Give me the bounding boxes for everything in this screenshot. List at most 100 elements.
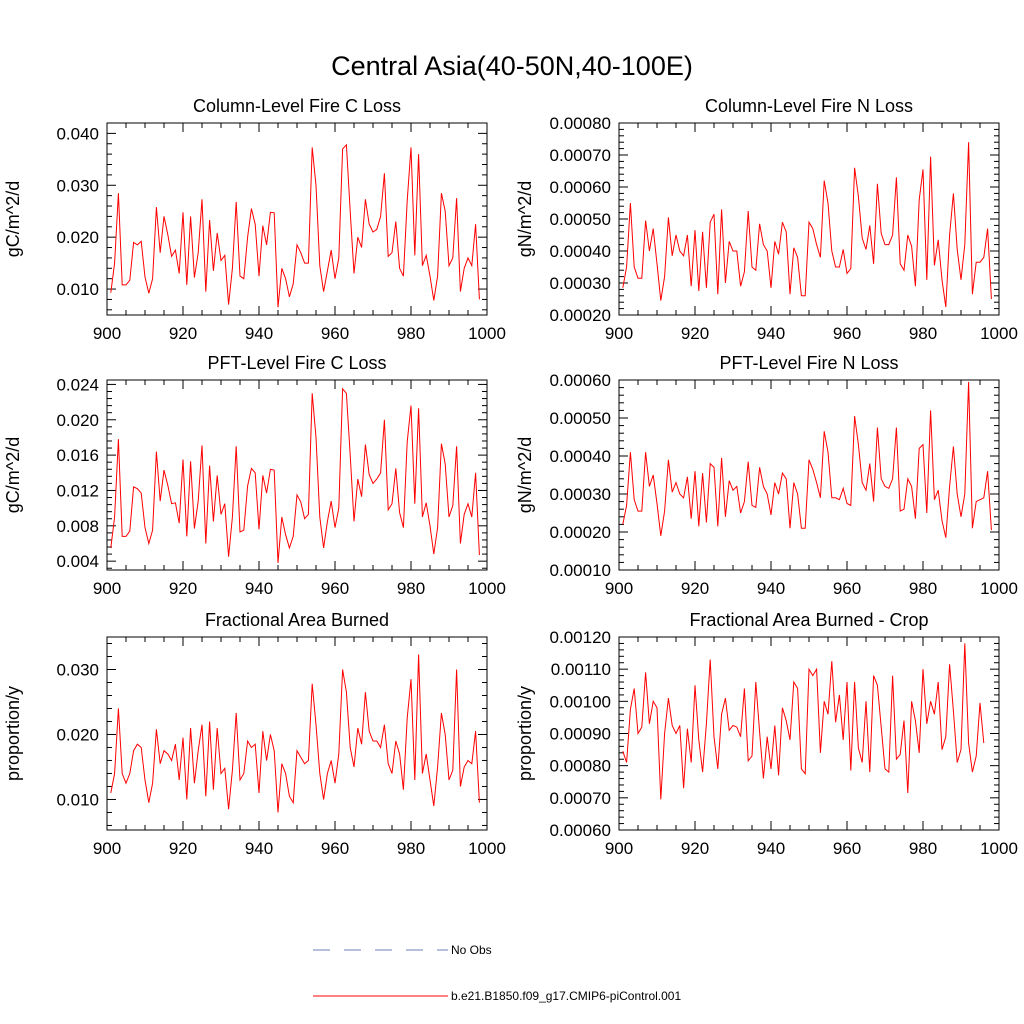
chart-panel-6: 900 920 940 960 980 1000 0.00060 0.00070 0.00080… <box>515 610 1018 858</box>
y-tick-label: 0.012 <box>56 481 99 500</box>
y-tick-label: 0.010 <box>56 790 99 809</box>
y-tick-label: 0.00060 <box>550 371 611 390</box>
plot-frame <box>618 379 1000 571</box>
panel-title: PFT-Level Fire N Loss <box>719 353 898 373</box>
legend: No Obs b.e21.B1850.f09_g17.CMIP6-piContr… <box>313 943 681 1003</box>
panel-title: Fractional Area Burned - Crop <box>689 610 928 630</box>
x-tick-label: 1000 <box>980 324 1018 343</box>
y-tick-label: 0.00090 <box>550 725 611 744</box>
x-tick-label: 940 <box>245 324 273 343</box>
panel-title: Column-Level Fire C Loss <box>193 96 401 116</box>
chart-panel-5: 900 920 940 960 980 1000 0.010 0.020 0.030 Fracti… <box>3 610 506 858</box>
y-tick-label: 0.00050 <box>550 409 611 428</box>
y-tick-label: 0.00100 <box>550 692 611 711</box>
series-line <box>622 142 992 308</box>
legend-label-no-obs: No Obs <box>451 943 492 957</box>
y-tick-label: 0.030 <box>56 660 99 679</box>
y-tick-label: 0.016 <box>56 446 99 465</box>
x-tick-label: 980 <box>397 579 425 598</box>
main-title: Central Asia(40-50N,40-100E) <box>331 51 693 81</box>
series-line <box>110 143 480 308</box>
x-tick-label: 940 <box>757 839 785 858</box>
y-tick-label: 0.00110 <box>551 660 611 679</box>
series-line <box>622 381 992 538</box>
chart-panel-1: 900 920 940 960 980 1000 0.010 0.020 0.030 0.040 C… <box>3 96 506 343</box>
x-tick-label: 1000 <box>468 579 506 598</box>
x-tick-label: 900 <box>605 839 633 858</box>
panel-title: Column-Level Fire N Loss <box>705 96 913 116</box>
y-tick-label: 0.00080 <box>550 757 611 776</box>
x-tick-label: 920 <box>169 324 197 343</box>
y-tick-label: 0.004 <box>56 552 99 571</box>
x-tick-label: 900 <box>93 579 121 598</box>
y-tick-label: 0.00050 <box>550 210 611 229</box>
chart-panel-4: 900 920 940 960 980 1000 0.00010 0.00020 0.00030… <box>515 353 1018 598</box>
y-tick-label: 0.030 <box>56 176 99 195</box>
x-tick-label: 900 <box>93 839 121 858</box>
y-axis-label: proportion/y <box>515 686 535 781</box>
x-tick-label: 920 <box>681 324 709 343</box>
x-tick-label: 960 <box>321 579 349 598</box>
series-line <box>110 387 480 563</box>
x-tick-label: 940 <box>757 324 785 343</box>
y-tick-label: 0.024 <box>56 375 99 394</box>
y-tick-label: 0.00030 <box>550 485 611 504</box>
y-tick-label: 0.020 <box>56 411 99 430</box>
x-tick-label: 960 <box>833 839 861 858</box>
x-tick-label: 900 <box>605 579 633 598</box>
x-tick-label: 960 <box>833 324 861 343</box>
y-tick-label: 0.00030 <box>550 274 611 293</box>
y-tick-label: 0.00070 <box>550 146 611 165</box>
x-tick-label: 920 <box>681 839 709 858</box>
y-tick-label: 0.00010 <box>550 561 611 580</box>
y-axis-label: gC/m^2/d <box>3 181 23 257</box>
x-tick-label: 980 <box>397 324 425 343</box>
plot-frame <box>106 379 488 571</box>
panel-title: Fractional Area Burned <box>205 610 389 630</box>
y-axis-label: gN/m^2/d <box>515 437 535 513</box>
y-tick-label: 0.00040 <box>550 447 611 466</box>
legend-label-model: b.e21.B1850.f09_g17.CMIP6-piControl.001 <box>451 989 681 1003</box>
y-tick-label: 0.00070 <box>550 789 611 808</box>
y-tick-label: 0.00080 <box>550 114 611 133</box>
x-tick-label: 940 <box>245 839 273 858</box>
y-tick-label: 0.00040 <box>550 242 611 261</box>
x-tick-label: 920 <box>681 579 709 598</box>
x-tick-label: 900 <box>93 324 121 343</box>
x-tick-label: 960 <box>833 579 861 598</box>
x-tick-label: 980 <box>909 579 937 598</box>
chart-panel-2: 900 920 940 960 980 1000 0.00020 0.00030 0.00040… <box>515 96 1018 343</box>
series-line <box>622 643 985 800</box>
y-axis-label: gC/m^2/d <box>3 437 23 513</box>
x-tick-label: 940 <box>245 579 273 598</box>
y-tick-label: 0.020 <box>56 725 99 744</box>
y-tick-label: 0.00020 <box>550 306 611 325</box>
y-tick-label: 0.00020 <box>550 523 611 542</box>
x-tick-label: 1000 <box>980 839 1018 858</box>
x-tick-label: 940 <box>757 579 785 598</box>
panel-title: PFT-Level Fire C Loss <box>207 353 386 373</box>
x-tick-label: 1000 <box>468 324 506 343</box>
x-tick-label: 1000 <box>980 579 1018 598</box>
x-tick-label: 920 <box>169 579 197 598</box>
x-tick-label: 920 <box>169 839 197 858</box>
series-line <box>110 654 480 813</box>
y-tick-label: 0.00120 <box>550 628 611 647</box>
plot-frame <box>106 636 488 831</box>
y-tick-label: 0.00060 <box>550 821 611 840</box>
y-tick-label: 0.008 <box>56 517 99 536</box>
y-axis-label: gN/m^2/d <box>515 181 535 257</box>
y-tick-label: 0.00060 <box>550 178 611 197</box>
x-tick-label: 900 <box>605 324 633 343</box>
x-tick-label: 1000 <box>468 839 506 858</box>
x-tick-label: 980 <box>909 839 937 858</box>
y-axis-label: proportion/y <box>3 686 23 781</box>
x-tick-label: 980 <box>397 839 425 858</box>
y-tick-label: 0.020 <box>56 228 99 247</box>
x-tick-label: 980 <box>909 324 937 343</box>
chart-panel-3: 900 920 940 960 980 1000 0.004 0.008 0.012 0.016 0… <box>3 353 506 598</box>
y-tick-label: 0.040 <box>56 124 99 143</box>
x-tick-label: 960 <box>321 839 349 858</box>
plot-frame <box>618 122 1000 316</box>
